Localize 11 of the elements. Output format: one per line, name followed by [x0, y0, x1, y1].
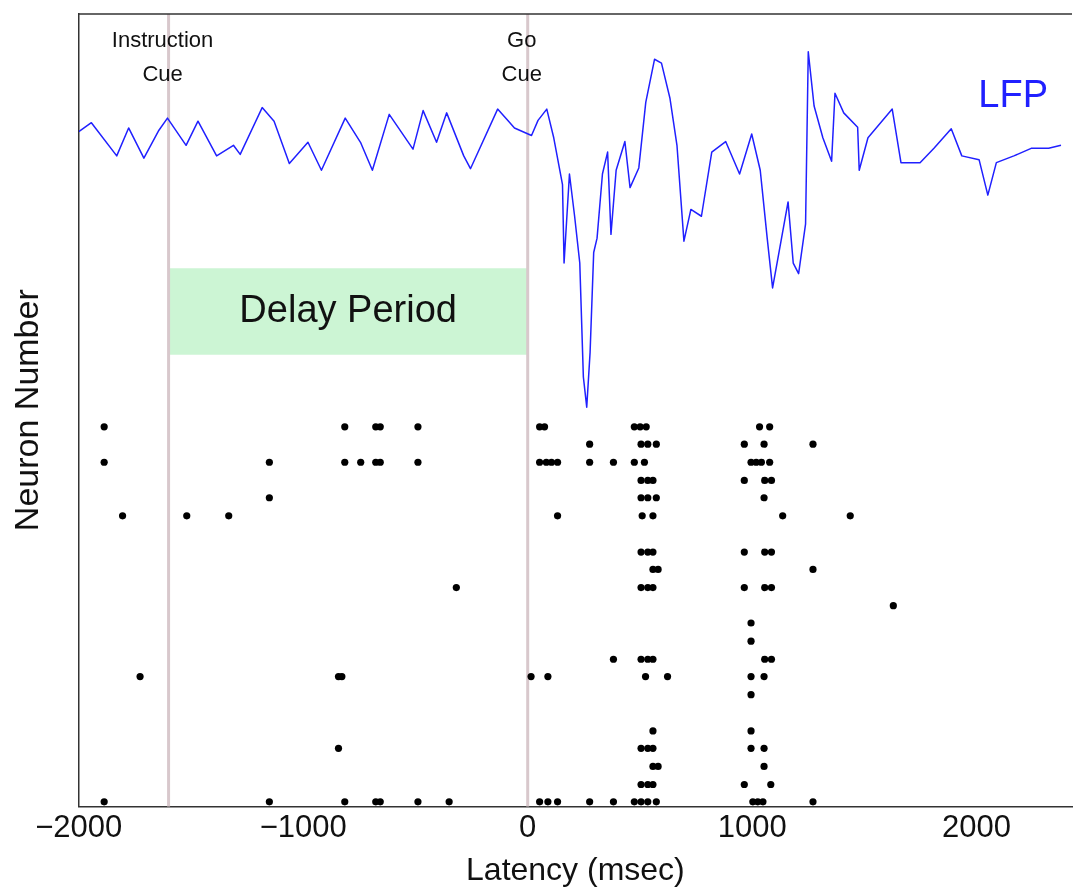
ref-line-label: Instruction Cue [111, 27, 214, 87]
ref-line-label: Go Cue [501, 27, 542, 87]
x-axis-title: Latency (msec) [466, 850, 685, 887]
y-axis-title: Neuron Number [6, 289, 45, 532]
x-tick-label: 1000 [717, 808, 787, 844]
x-tick-label: 2000 [942, 808, 1012, 844]
series-label: LFP [978, 72, 1048, 115]
x-tick-label: −2000 [35, 808, 123, 844]
band-label: Delay Period [239, 288, 457, 331]
x-tick-label: −1000 [259, 808, 347, 844]
x-tick-label: 0 [519, 808, 537, 844]
